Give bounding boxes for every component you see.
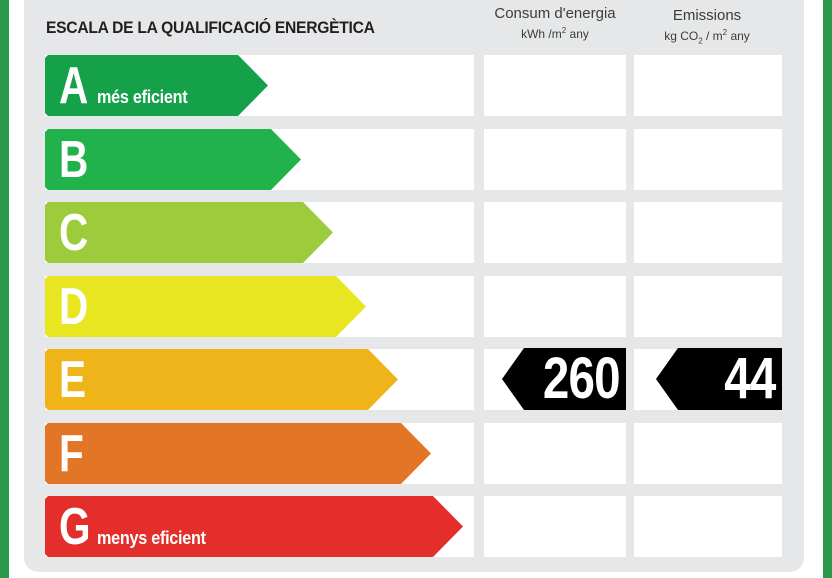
class-arrow-shape-e bbox=[45, 349, 398, 410]
consum-header-unit: kWh /m2 any bbox=[521, 26, 589, 41]
consum-cell-f bbox=[484, 423, 626, 484]
consum-rating-badge-value: 260 bbox=[543, 346, 621, 411]
class-arrow-c: C bbox=[45, 202, 333, 263]
consum-cell-d bbox=[484, 276, 626, 337]
consum-rating-badge-shape bbox=[502, 348, 626, 410]
consum-rating-badge: 260 bbox=[502, 348, 626, 410]
emissions-cell-b bbox=[634, 129, 782, 190]
class-arrow-b: B bbox=[45, 129, 301, 190]
class-letter-d: D bbox=[59, 278, 89, 336]
class-arrow-e: E bbox=[45, 349, 398, 410]
emissions-header-unit: kg CO2 / m2 any bbox=[664, 28, 750, 46]
consum-header-label: Consum d'energia bbox=[494, 5, 616, 22]
consum-cell-a bbox=[484, 55, 626, 116]
class-arrow-shape-a bbox=[45, 55, 268, 116]
emissions-cell-g bbox=[634, 496, 782, 557]
class-letter-b: B bbox=[59, 131, 89, 189]
emissions-header-label: Emissions bbox=[672, 7, 742, 24]
scale-title: ESCALA DE LA QUALIFICACIÓ ENERGÈTICA bbox=[46, 18, 375, 37]
class-letter-c: C bbox=[59, 204, 89, 262]
emissions-column-header: Emissions kg CO2 / m2 any bbox=[634, 7, 780, 49]
class-arrow-fill-g bbox=[45, 496, 463, 557]
class-arrow-shape-f bbox=[45, 423, 431, 484]
class-letter-a: A bbox=[59, 57, 89, 115]
class-arrow-shape-c bbox=[45, 202, 333, 263]
class-arrow-d: D bbox=[45, 276, 366, 337]
consum-cell-c bbox=[484, 202, 626, 263]
class-arrow-f: F bbox=[45, 423, 431, 484]
class-letter-f: F bbox=[59, 425, 84, 483]
class-arrow-fill-a bbox=[45, 55, 268, 116]
emissions-cell-d bbox=[634, 276, 782, 337]
class-arrow-shape-d bbox=[45, 276, 366, 337]
class-letter-g: G bbox=[59, 498, 91, 556]
class-arrow-shape-g bbox=[45, 496, 463, 557]
class-arrow-shape-b bbox=[45, 129, 301, 190]
consum-cell-g bbox=[484, 496, 626, 557]
class-arrow-fill-e bbox=[45, 349, 398, 410]
emissions-rating-badge: 44 bbox=[656, 348, 782, 410]
emissions-cell-c bbox=[634, 202, 782, 263]
class-arrow-fill-d bbox=[45, 276, 366, 337]
emissions-cell-a bbox=[634, 55, 782, 116]
emissions-cell-f bbox=[634, 423, 782, 484]
class-arrow-fill-b bbox=[45, 129, 301, 190]
emissions-rating-badge-shape bbox=[656, 348, 782, 410]
class-sublabel-a: més eficient bbox=[97, 87, 188, 107]
consum-cell-b bbox=[484, 129, 626, 190]
emissions-rating-badge-value: 44 bbox=[724, 346, 777, 411]
class-arrow-fill-c bbox=[45, 202, 333, 263]
class-sublabel-g: menys eficient bbox=[97, 528, 206, 548]
class-arrow-fill-f bbox=[45, 423, 431, 484]
consum-column-header: Consum d'energia kWh /m2 any bbox=[484, 5, 626, 42]
class-letter-e: E bbox=[59, 351, 87, 409]
